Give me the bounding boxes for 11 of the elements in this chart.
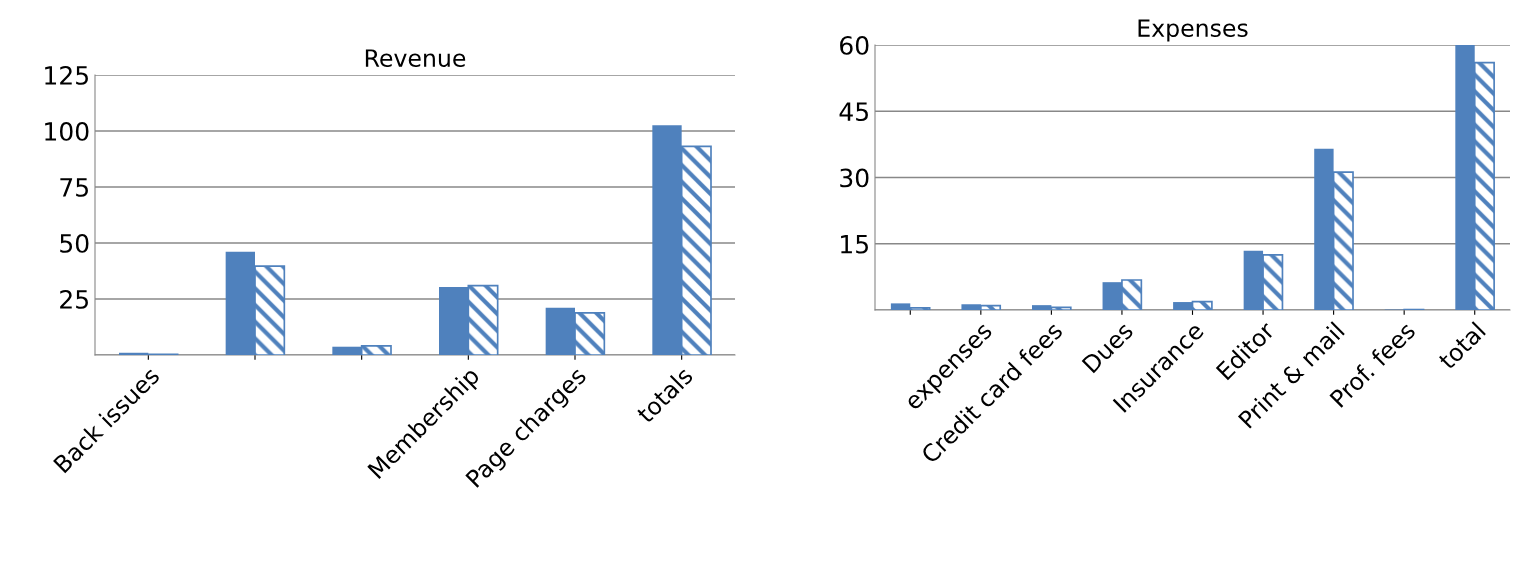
y-tick-label: 30 [840,168,869,188]
y-tick-label: 100 [45,121,89,141]
y-tick-label: 60 [840,35,869,55]
y-tick-label: 125 [45,65,88,85]
y-tick-label: 45 [839,102,868,122]
y-tick-label: 25 [60,289,88,309]
y-tick-label: 75 [60,178,88,197]
y-tick-label: 50 [60,233,89,253]
chart-title: Revenue [365,49,466,67]
y-tick-label: 15 [841,235,868,254]
chart-title: Expenses [1138,19,1248,42]
